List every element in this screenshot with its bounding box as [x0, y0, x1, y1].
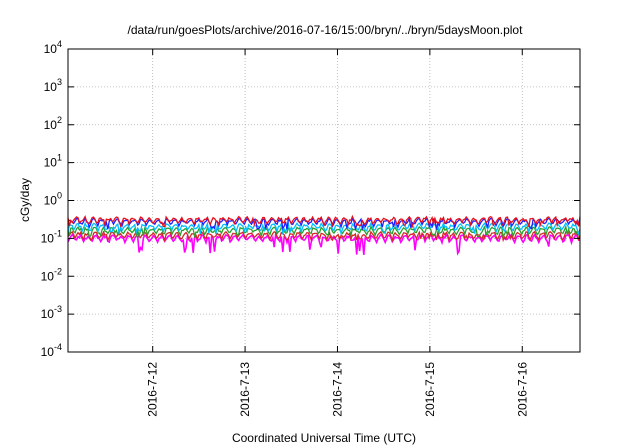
- x-tick-label: 2016-7-16: [515, 362, 529, 417]
- x-tick-label: 2016-7-13: [238, 362, 252, 417]
- x-tick-label: 2016-7-14: [330, 362, 344, 417]
- y-tick-label: 10-4: [41, 342, 62, 359]
- y-tick-label: 10-3: [41, 304, 62, 321]
- chart-title: /data/run/goesPlots/archive/2016-07-16/1…: [128, 23, 524, 37]
- y-tick-label: 100: [44, 191, 62, 208]
- series-line: [67, 230, 581, 243]
- series-line: [67, 221, 581, 237]
- y-tick-label: 104: [44, 39, 62, 56]
- y-tick-label: 103: [44, 77, 62, 94]
- y-tick-label: 101: [44, 153, 62, 170]
- y-tick-label: 10-1: [41, 228, 62, 245]
- x-axis-label: Coordinated Universal Time (UTC): [232, 431, 416, 445]
- y-tick-label: 102: [44, 115, 62, 132]
- series-line: [67, 231, 580, 256]
- axis-ticks: 10-4 10-3 10-2 10-1 100 101 102 103 104 2016-7-12…: [41, 39, 580, 417]
- x-tick-label: 2016-7-15: [423, 362, 437, 417]
- y-tick-label: 10-2: [41, 266, 62, 283]
- plot-series: [67, 214, 581, 256]
- x-tick-label: 2016-7-12: [146, 362, 160, 417]
- y-axis-label: cGy/day: [18, 178, 32, 222]
- series-line: [67, 214, 581, 229]
- grid: [68, 49, 580, 352]
